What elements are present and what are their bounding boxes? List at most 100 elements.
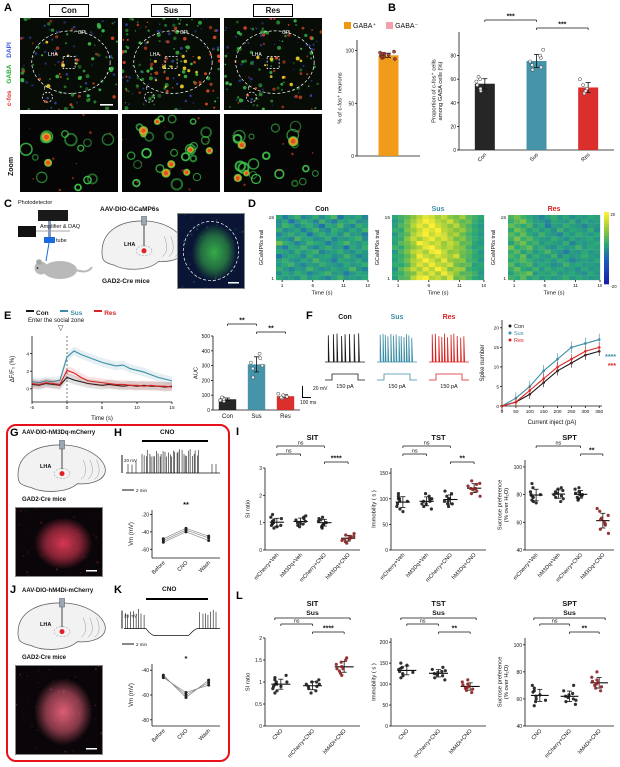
svg-text:-60: -60 xyxy=(142,547,149,553)
svg-text:15: 15 xyxy=(365,283,370,289)
region-label-f: f xyxy=(146,86,148,92)
svg-text:200: 200 xyxy=(380,640,389,646)
panel-h-label: H xyxy=(114,427,122,439)
svg-text:**: ** xyxy=(239,318,245,325)
svg-text:ns: ns xyxy=(424,441,430,447)
svg-text:1: 1 xyxy=(503,276,506,282)
gad2-cre-label: GAD2-Cre mice xyxy=(22,497,67,503)
svg-text:ns: ns xyxy=(412,449,418,455)
hm3dq-expression-image xyxy=(15,507,103,577)
svg-text:300: 300 xyxy=(202,364,211,370)
panel-c-label: C xyxy=(4,198,12,210)
gaba-neg-swatch xyxy=(386,22,394,29)
panel-i-label: I xyxy=(236,426,240,438)
svg-text:80: 80 xyxy=(516,670,522,676)
svg-text:0.5: 0.5 xyxy=(255,702,262,708)
zoom-image-res xyxy=(224,114,322,192)
svg-text:Spike number: Spike number xyxy=(480,344,486,381)
svg-text:0: 0 xyxy=(66,405,69,411)
panel-d-label: D xyxy=(248,198,256,210)
cno-application-bar xyxy=(146,598,208,600)
gaba-stain-label: GABA xyxy=(6,64,13,84)
svg-text:20: 20 xyxy=(611,212,616,217)
svg-text:-20: -20 xyxy=(142,512,149,518)
amplifier-label: Amplifier & DAQ xyxy=(40,224,81,230)
svg-text:-20: -20 xyxy=(611,284,618,289)
svg-text:40: 40 xyxy=(516,548,522,554)
svg-text:2: 2 xyxy=(259,493,262,499)
svg-text:SIT: SIT xyxy=(307,599,319,608)
svg-text:ns: ns xyxy=(298,441,304,447)
svg-text:1: 1 xyxy=(259,521,262,527)
microscopy-image-sus xyxy=(122,18,220,110)
region-label-lha: LHA xyxy=(150,52,160,58)
svg-text:Con: Con xyxy=(477,152,488,163)
heatmap-con: Con 15 1 GCaMP6s trail 1 6 11 15 Time (s) xyxy=(259,206,370,296)
legend-sus: Sus xyxy=(70,310,83,317)
svg-text:Con: Con xyxy=(222,414,233,420)
svg-text:ΔF/F₀ (%): ΔF/F₀ (%) xyxy=(10,356,16,383)
aav-hm4di-label: AAV-DIO-hM4Di-mCherry xyxy=(22,588,94,594)
con-line-icon xyxy=(26,310,34,312)
svg-text:0: 0 xyxy=(501,409,504,415)
svg-text:100: 100 xyxy=(526,409,534,415)
photometry-legend: Con Sus Res xyxy=(26,310,116,317)
col-header-sus: Sus xyxy=(151,4,191,17)
vm-chart-hm4di: -40 -60 -80 Vm (mV) Before CNO Wash * xyxy=(129,654,220,744)
svg-text:11: 11 xyxy=(573,283,578,289)
panel-f-label: F xyxy=(306,310,313,322)
svg-text:hM3Dq+CNO: hM3Dq+CNO xyxy=(451,552,478,581)
svg-text:300: 300 xyxy=(581,409,589,415)
svg-text:250: 250 xyxy=(567,409,575,415)
photometry-trace-chart: -5 0 5 10 15 0 2 4 Time (s) ΔF/F₀ (%) xyxy=(10,336,175,422)
tube-label: tube xyxy=(56,238,67,244)
svg-text:hM3Dq+CNO: hM3Dq+CNO xyxy=(325,552,352,581)
enter-zone-marker-icon: ▽ xyxy=(58,325,64,332)
svg-text:SI ratio: SI ratio xyxy=(246,673,252,691)
svg-text:****: **** xyxy=(323,626,334,633)
gaba-pos-swatch xyxy=(344,22,351,29)
svg-text:0: 0 xyxy=(259,724,262,730)
svg-text:200: 200 xyxy=(202,378,211,384)
lha-label: LHA xyxy=(40,622,52,628)
sit-chart-hm4di: 0 0.5 1 1.5 2 SI ratio SIT Sus CNO mCherry+CNO hM4… xyxy=(246,599,360,760)
cfos-proportion-chart: 0 20 40 60 80 Proportion of c-fos⁺ cells among… xyxy=(431,14,614,164)
scale-bar-icon xyxy=(302,386,311,398)
svg-text:CNO: CNO xyxy=(272,728,285,742)
svg-text:350: 350 xyxy=(595,409,603,415)
panel-l-label: L xyxy=(236,590,243,602)
svg-text:Immobility ( s ): Immobility ( s ) xyxy=(372,663,378,701)
tst-chart-hm4di: 0 50 100 150 200 Immobility ( s ) TST Sus CNO mCh… xyxy=(372,599,486,759)
svg-text:ns: ns xyxy=(555,441,561,447)
svg-text:SPT: SPT xyxy=(562,433,577,442)
svg-text:**: ** xyxy=(582,626,588,633)
svg-text:Sus: Sus xyxy=(251,414,261,420)
svg-text:Sucrose preference: Sucrose preference xyxy=(498,657,504,708)
svg-text:10: 10 xyxy=(494,365,500,371)
zoom-image-sus xyxy=(122,114,220,192)
brain-schematic-hm4di xyxy=(17,598,106,650)
svg-text:10: 10 xyxy=(134,405,140,411)
sus-line-icon xyxy=(60,310,69,312)
svg-text:mCherry+CNO: mCherry+CNO xyxy=(287,728,316,760)
region-label-lha: LHA xyxy=(48,52,58,58)
region-label-lha: LHA xyxy=(252,52,262,58)
cfos-stain-label: c-fos xyxy=(6,90,13,106)
heatmap-sus: Sus 15 1 GCaMP6s trail 1 6 11 15 Time (s) xyxy=(375,206,486,296)
svg-text:Sus: Sus xyxy=(514,331,524,337)
svg-text:2 min: 2 min xyxy=(136,642,148,647)
svg-text:50: 50 xyxy=(382,703,388,709)
svg-text:80: 80 xyxy=(450,54,456,60)
current-label-sus: 150 pA xyxy=(388,384,406,390)
svg-text:80: 80 xyxy=(516,493,522,499)
svg-text:3: 3 xyxy=(259,466,262,472)
enter-zone-annotation: Enter the social zone xyxy=(28,318,85,324)
svg-text:Current inject (pA): Current inject (pA) xyxy=(528,420,577,426)
gaba-legend: GABA⁺ GABA⁻ xyxy=(344,22,418,30)
svg-text:ns: ns xyxy=(420,619,426,625)
gaba-neg-label: GABA⁻ xyxy=(395,23,419,30)
svg-text:SI ratio: SI ratio xyxy=(246,500,252,518)
svg-text:mCherry+CNO: mCherry+CNO xyxy=(544,728,573,760)
